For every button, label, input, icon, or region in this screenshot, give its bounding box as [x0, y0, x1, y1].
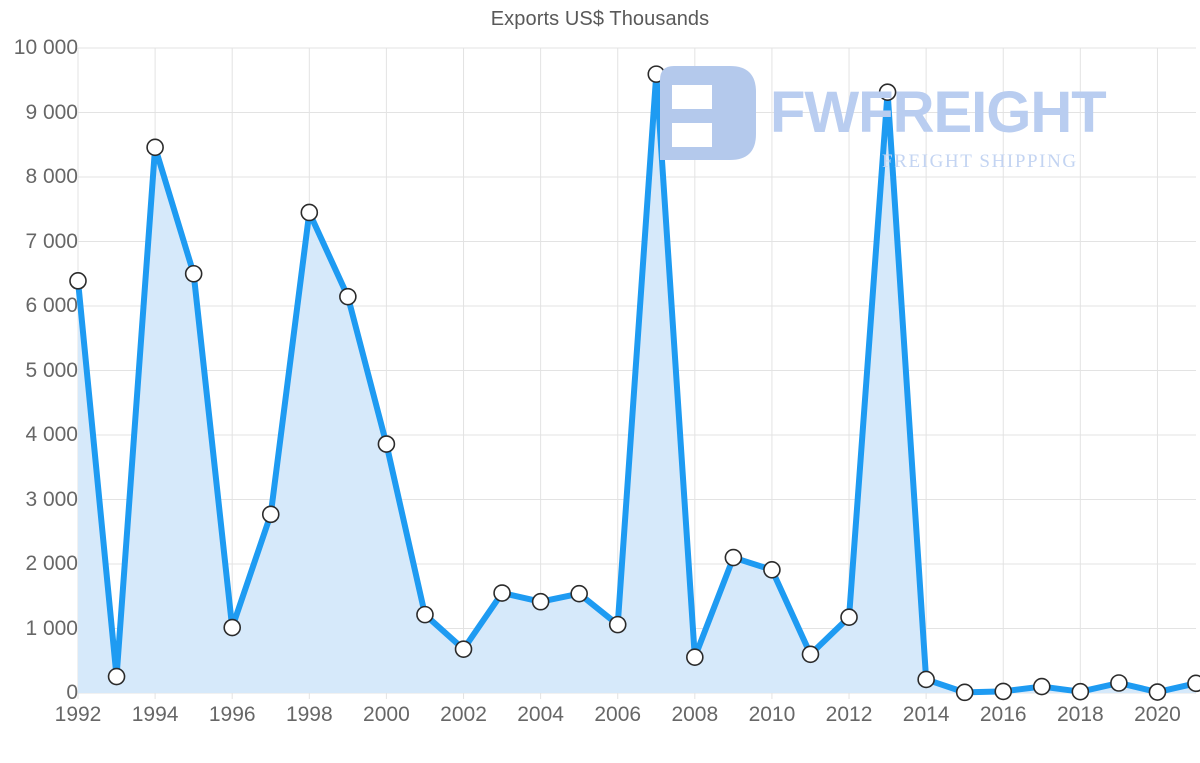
data-point-marker[interactable] — [1187, 674, 1200, 693]
x-axis-tick-label: 2000 — [363, 703, 410, 726]
data-point-marker[interactable] — [917, 670, 935, 689]
data-point-marker[interactable] — [1032, 677, 1051, 696]
data-point-marker[interactable] — [531, 592, 550, 611]
x-axis-tick-label: 2002 — [440, 703, 487, 726]
x-axis-tick-label: 2016 — [979, 703, 1027, 726]
x-axis-tick-label: 2004 — [517, 703, 564, 726]
data-point-marker[interactable] — [1110, 674, 1128, 692]
x-axis-tick-label: 2008 — [671, 703, 719, 726]
data-point-marker[interactable] — [763, 560, 781, 579]
data-point-marker[interactable] — [223, 618, 242, 637]
data-point-marker[interactable] — [878, 83, 897, 101]
y-axis-tick-label: 1 000 — [25, 616, 78, 640]
x-axis-tick-label: 1992 — [54, 703, 102, 726]
data-point-marker[interactable] — [69, 272, 87, 290]
y-axis-tick-label: 7 000 — [25, 229, 78, 253]
y-axis-tick-label: 0 — [66, 681, 78, 704]
data-point-marker[interactable] — [146, 138, 164, 157]
data-point-marker[interactable] — [955, 683, 974, 702]
data-point-marker[interactable] — [454, 640, 473, 658]
data-point-marker[interactable] — [261, 505, 280, 524]
x-axis-tick-label: 1996 — [208, 703, 256, 726]
y-axis-tick-label: 6 000 — [25, 294, 78, 317]
data-point-marker[interactable] — [570, 584, 588, 603]
x-axis-tick-label: 2012 — [825, 703, 873, 726]
y-axis-tick-label: 10 000 — [13, 36, 78, 59]
x-axis-tick-label: 2020 — [1134, 703, 1181, 726]
y-axis-tick-label: 5 000 — [25, 358, 78, 382]
x-axis-tick-label: 2014 — [902, 703, 950, 726]
data-point-marker[interactable] — [300, 203, 319, 222]
data-point-marker[interactable] — [994, 682, 1013, 701]
data-point-marker[interactable] — [107, 667, 126, 686]
y-axis-tick-label: 3 000 — [25, 487, 78, 511]
data-point-marker[interactable] — [339, 287, 357, 306]
data-point-marker[interactable] — [493, 584, 511, 602]
y-axis-tick-label: 4 000 — [25, 423, 78, 446]
data-point-marker[interactable] — [686, 648, 704, 667]
x-axis-tick-label: 1994 — [131, 703, 179, 726]
chart-title: Exports US$ Thousands — [490, 8, 710, 30]
data-point-marker[interactable] — [377, 435, 396, 453]
data-point-marker[interactable] — [801, 645, 820, 664]
x-axis-tick-label: 1998 — [285, 703, 333, 726]
data-point-marker[interactable] — [724, 548, 743, 567]
data-point-markers — [69, 65, 1200, 702]
y-axis-tick-label: 8 000 — [25, 165, 78, 188]
data-point-marker[interactable] — [1071, 682, 1090, 701]
y-axis-tick-label: 9 000 — [25, 100, 78, 124]
x-axis-tick-label: 2006 — [594, 703, 642, 726]
data-point-marker[interactable] — [416, 605, 434, 624]
data-point-marker[interactable] — [647, 65, 666, 83]
y-axis-tick-labels: 0 1 000 2 000 3 000 4 000 5 000 6 000 7 000 8 00… — [0, 0, 78, 763]
x-axis-tick-label: 2010 — [748, 703, 796, 726]
data-point-marker[interactable] — [184, 264, 203, 283]
y-axis-tick-label: 2 000 — [25, 552, 78, 575]
data-point-marker[interactable] — [1148, 683, 1167, 701]
data-point-marker[interactable] — [608, 615, 627, 634]
x-axis-tick-label: 2018 — [1056, 703, 1104, 726]
data-point-marker[interactable] — [840, 608, 858, 627]
